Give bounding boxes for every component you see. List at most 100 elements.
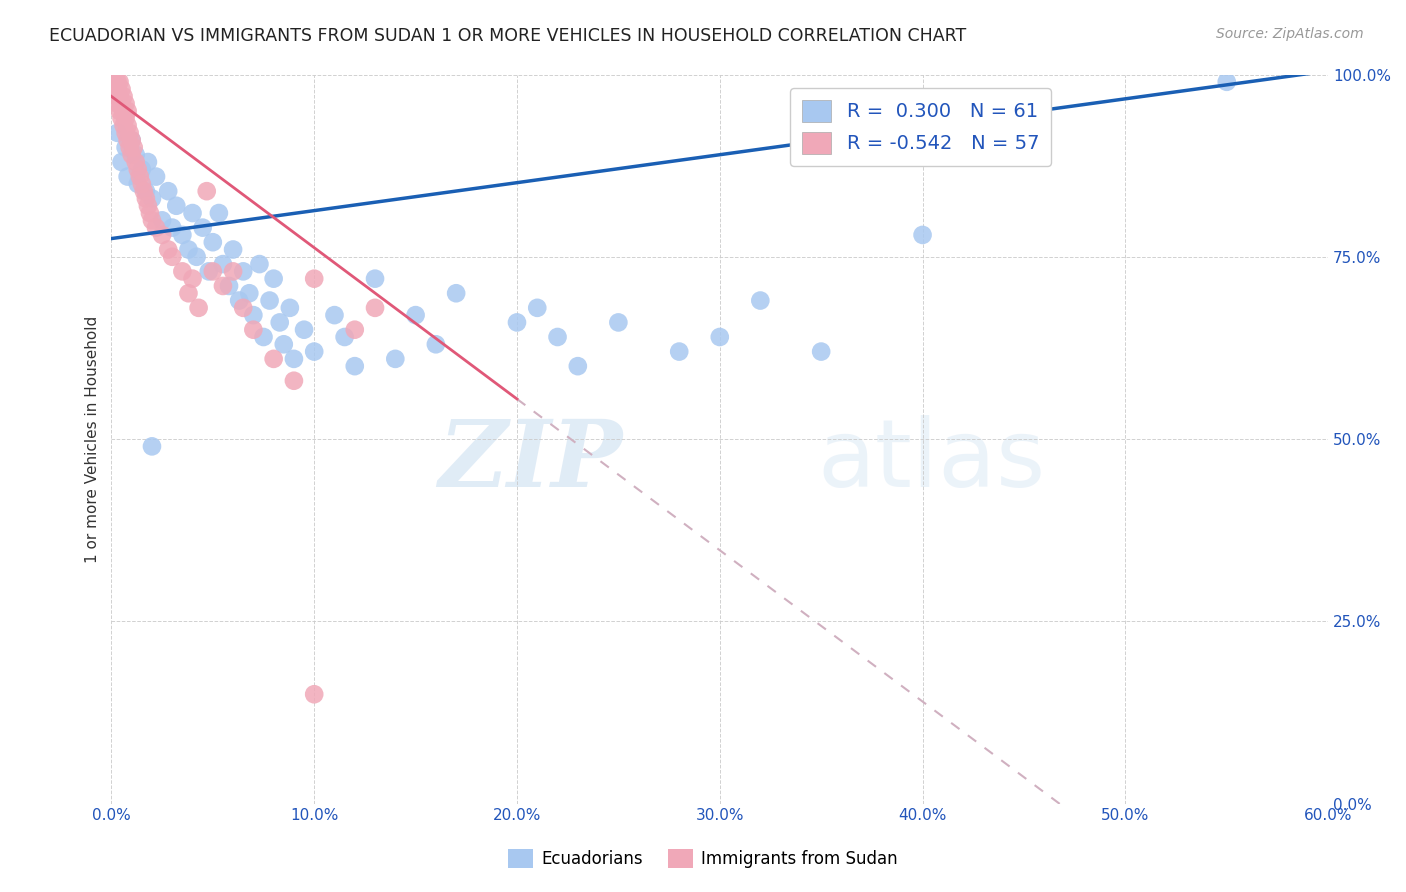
Point: [141, 191, 163, 205]
Point: [177, 243, 200, 257]
Point: [197, 264, 219, 278]
Point: [103, 75, 125, 89]
Point: [107, 96, 129, 111]
Point: [108, 103, 131, 118]
Point: [107, 82, 129, 96]
Point: [911, 227, 934, 242]
Point: [104, 89, 127, 103]
Point: [749, 293, 772, 308]
Point: [125, 147, 148, 161]
Point: [145, 220, 167, 235]
Point: [112, 119, 135, 133]
Point: [150, 227, 173, 242]
Point: [135, 191, 157, 205]
Point: [110, 96, 132, 111]
Point: [172, 264, 194, 278]
Point: [567, 359, 589, 373]
Point: [127, 162, 149, 177]
Point: [364, 301, 387, 315]
Point: [212, 279, 235, 293]
Point: [172, 227, 194, 242]
Point: [141, 439, 163, 453]
Text: ECUADORIAN VS IMMIGRANTS FROM SUDAN 1 OR MORE VEHICLES IN HOUSEHOLD CORRELATION : ECUADORIAN VS IMMIGRANTS FROM SUDAN 1 OR…: [49, 27, 966, 45]
Point: [121, 133, 143, 147]
Point: [242, 323, 264, 337]
Point: [107, 126, 129, 140]
Point: [405, 308, 427, 322]
Point: [1216, 75, 1239, 89]
Point: [181, 206, 204, 220]
Point: [302, 687, 325, 701]
Point: [323, 308, 346, 322]
Text: atlas: atlas: [817, 415, 1046, 507]
Point: [302, 344, 325, 359]
Point: [186, 250, 208, 264]
Point: [810, 344, 832, 359]
Point: [181, 271, 204, 285]
Point: [157, 184, 180, 198]
Point: [114, 112, 136, 126]
Point: [127, 177, 149, 191]
Point: [112, 89, 135, 103]
Point: [283, 374, 305, 388]
Point: [121, 147, 143, 161]
Point: [212, 257, 235, 271]
Point: [117, 103, 139, 118]
Point: [252, 330, 274, 344]
Point: [263, 351, 285, 366]
Point: [269, 315, 291, 329]
Point: [218, 279, 240, 293]
Point: [132, 184, 155, 198]
Point: [131, 162, 153, 177]
Point: [668, 344, 690, 359]
Point: [278, 301, 301, 315]
Point: [302, 271, 325, 285]
Point: [136, 155, 159, 169]
Point: [249, 257, 271, 271]
Point: [110, 112, 132, 126]
Point: [242, 308, 264, 322]
Point: [222, 243, 245, 257]
Point: [195, 184, 218, 198]
Point: [425, 337, 447, 351]
Point: [141, 213, 163, 227]
Point: [112, 103, 135, 118]
Point: [135, 184, 157, 198]
Point: [162, 220, 184, 235]
Y-axis label: 1 or more Vehicles in Household: 1 or more Vehicles in Household: [86, 316, 100, 563]
Point: [122, 140, 145, 154]
Point: [107, 75, 129, 89]
Point: [177, 286, 200, 301]
Point: [145, 169, 167, 184]
Point: [222, 264, 245, 278]
Point: [343, 359, 366, 373]
Point: [709, 330, 731, 344]
Point: [128, 169, 150, 184]
Point: [165, 199, 187, 213]
Point: [104, 82, 127, 96]
Legend: R =  0.300   N = 61, R = -0.542   N = 57: R = 0.300 N = 61, R = -0.542 N = 57: [790, 88, 1050, 166]
Point: [343, 323, 366, 337]
Point: [263, 271, 285, 285]
Point: [114, 126, 136, 140]
Point: [232, 264, 254, 278]
Point: [292, 323, 315, 337]
Point: [364, 271, 387, 285]
Point: [139, 206, 162, 220]
Point: [201, 235, 224, 250]
Point: [232, 301, 254, 315]
Point: [150, 213, 173, 227]
Point: [117, 133, 139, 147]
Point: [526, 301, 548, 315]
Point: [110, 155, 132, 169]
Point: [118, 126, 141, 140]
Legend: Ecuadorians, Immigrants from Sudan: Ecuadorians, Immigrants from Sudan: [502, 842, 904, 875]
Point: [117, 119, 139, 133]
Text: Source: ZipAtlas.com: Source: ZipAtlas.com: [1216, 27, 1364, 41]
Point: [108, 89, 131, 103]
Point: [136, 199, 159, 213]
Point: [114, 140, 136, 154]
Point: [208, 206, 231, 220]
Point: [506, 315, 529, 329]
Point: [131, 177, 153, 191]
